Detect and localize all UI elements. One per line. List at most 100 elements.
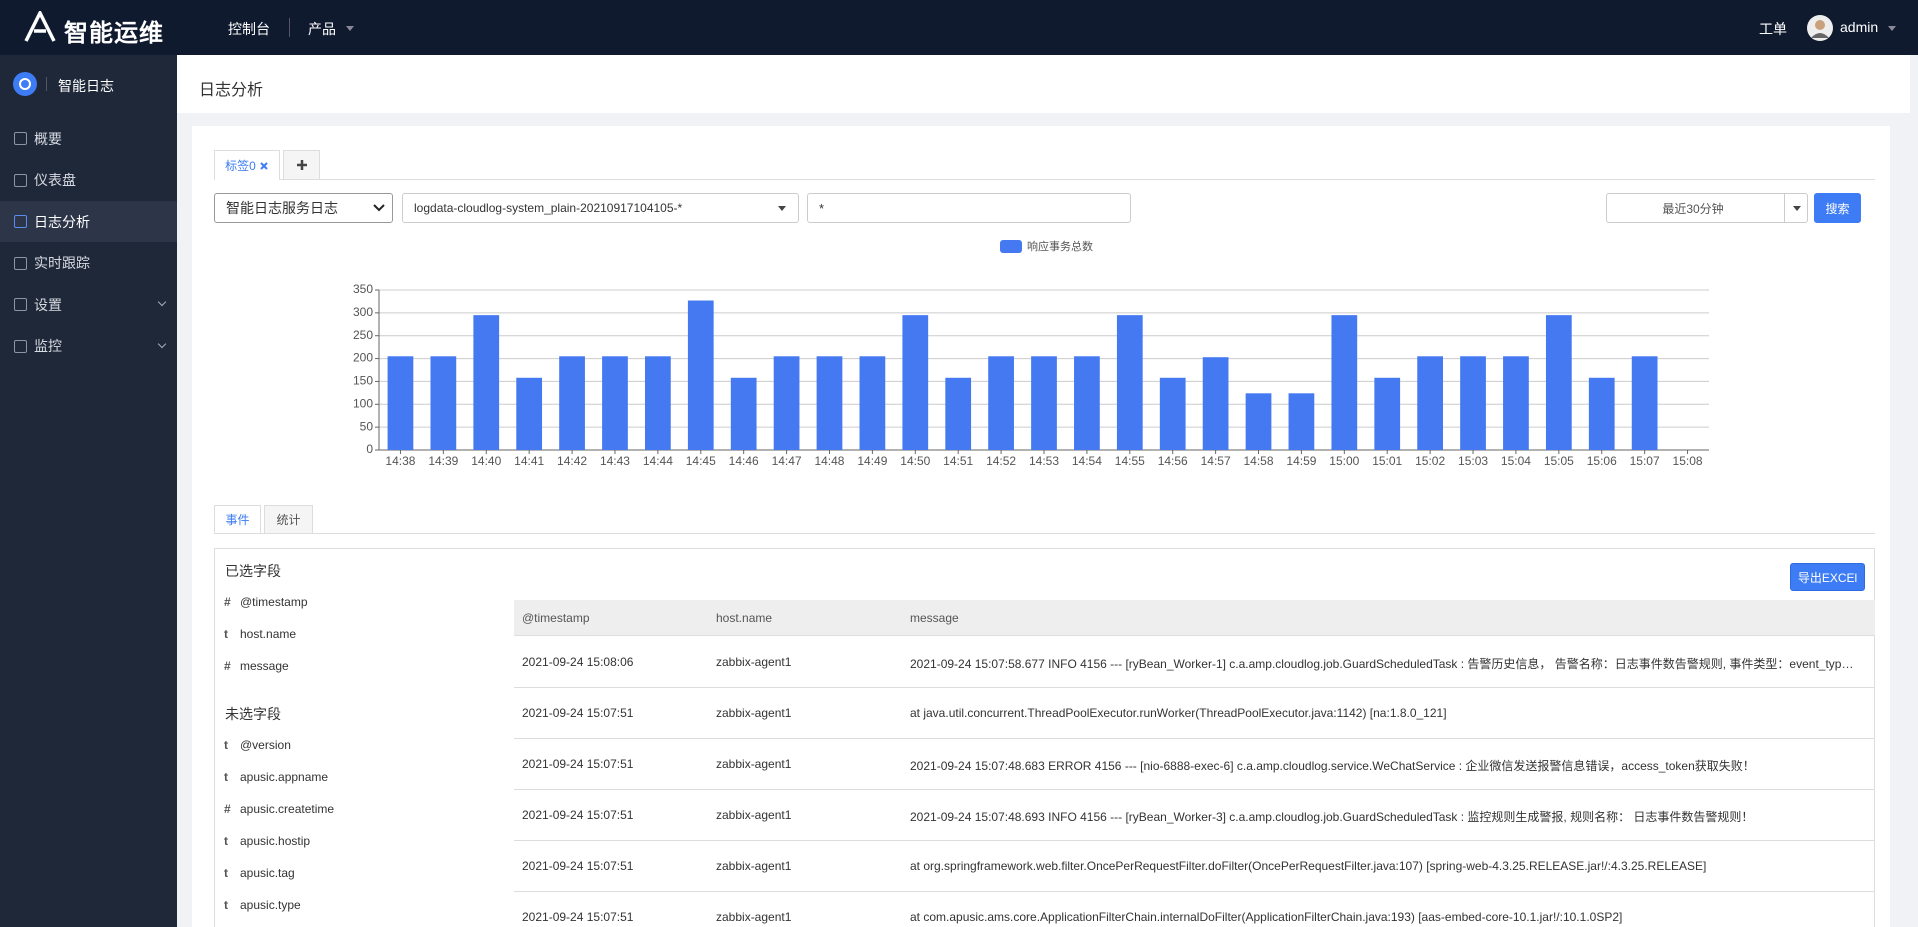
field-item[interactable]: # message	[224, 659, 289, 673]
field-type: t	[224, 866, 228, 880]
divider	[1784, 193, 1785, 223]
field-type: t	[224, 834, 228, 848]
result-panel	[214, 548, 1875, 927]
menu-item[interactable]: 设置	[0, 284, 177, 325]
menu-item[interactable]: 仪表盘	[0, 160, 177, 201]
field-item[interactable]: t host.name	[224, 627, 296, 641]
x-tick-label: 15:04	[1501, 454, 1531, 468]
bar	[988, 356, 1014, 450]
field-type: t	[224, 898, 228, 912]
bar	[773, 356, 800, 450]
x-tick-label: 14:42	[557, 454, 587, 468]
query-input[interactable]: *	[807, 193, 1131, 223]
app-name: 智能日志	[58, 78, 114, 94]
menu-icon	[14, 339, 27, 353]
bar	[1031, 356, 1057, 450]
x-tick-label: 15:03	[1458, 454, 1488, 468]
bar	[1331, 315, 1358, 450]
table-cell: 2021-09-24 15:07:51	[522, 706, 634, 720]
menu-item[interactable]: 监控	[0, 326, 177, 367]
ticket-link[interactable]: 工单	[1759, 21, 1787, 37]
bar	[1245, 393, 1272, 450]
field-type: t	[224, 627, 228, 641]
bar	[516, 377, 543, 450]
bar	[430, 356, 457, 450]
field-item[interactable]: # apusic.createtime	[224, 802, 334, 816]
index-select[interactable]: logdata-cloudlog-system_plain-2021091710…	[402, 193, 799, 223]
table-cell: zabbix-agent1	[716, 706, 792, 720]
nav-link[interactable]: 产品	[308, 21, 336, 37]
bar	[602, 356, 628, 450]
table-cell: 2021-09-24 15:07:51	[522, 910, 634, 924]
field-item[interactable]: # @timestamp	[224, 595, 308, 609]
top-bar: 智能运维 控制台 产品 工单 admin	[0, 0, 1918, 55]
field-item[interactable]: t apusic.tag	[224, 866, 295, 880]
menu-icon	[14, 298, 27, 311]
nav-link[interactable]: 控制台	[228, 21, 270, 37]
table-cell: 2021-09-24 15:07:48.683 ERROR 4156 --- […	[910, 759, 1755, 773]
select-caret	[1793, 206, 1801, 211]
y-tick-label: 300	[353, 305, 373, 319]
field-name: message	[240, 659, 289, 673]
bar	[645, 356, 671, 450]
result-tab[interactable]: 事件	[214, 505, 261, 533]
table-header	[514, 600, 1875, 636]
field-item[interactable]: t apusic.type	[224, 898, 301, 912]
table-cell: zabbix-agent1	[716, 859, 792, 873]
bar	[1460, 356, 1486, 450]
menu-item[interactable]: 实时跟踪	[0, 243, 177, 284]
menu-label: 监控	[34, 338, 62, 354]
y-tick-label: 250	[353, 328, 373, 342]
result-tab[interactable]: 统计	[264, 505, 313, 533]
section-title: 已选字段	[225, 563, 281, 579]
field-type: t	[224, 738, 228, 752]
select-value: 智能日志服务日志	[226, 200, 338, 216]
table-cell: zabbix-agent1	[716, 757, 792, 771]
table-row	[514, 739, 1875, 790]
nav-caret	[346, 26, 354, 31]
tab-line	[214, 533, 1875, 534]
bar	[559, 356, 585, 450]
select-value: 最近30分钟	[1662, 201, 1724, 216]
export-button[interactable]: 导出EXCEl	[1790, 563, 1865, 591]
bar	[473, 315, 500, 450]
table-cell: at java.util.concurrent.ThreadPoolExecut…	[910, 706, 1447, 720]
table-cell: 2021-09-24 15:07:58.677 INFO 4156 --- [r…	[910, 657, 1860, 671]
table-row	[514, 637, 1875, 688]
table-row	[514, 688, 1875, 739]
table-cell: zabbix-agent1	[716, 655, 792, 669]
menu-label: 实时跟踪	[34, 255, 90, 271]
search-button[interactable]: 搜索	[1814, 193, 1861, 223]
legend-label: 响应事务总数	[1027, 239, 1093, 253]
x-tick-label: 14:49	[857, 454, 887, 468]
x-tick-label: 15:08	[1673, 454, 1703, 468]
menu-label: 设置	[34, 296, 62, 313]
add-tab[interactable]	[283, 150, 320, 179]
table-row	[514, 841, 1875, 892]
field-item[interactable]: t @version	[224, 738, 291, 752]
x-tick-label: 14:55	[1115, 454, 1145, 468]
menu-item[interactable]: 概要	[0, 118, 177, 159]
legend-swatch	[1000, 240, 1022, 253]
field-item[interactable]: t apusic.appname	[224, 770, 328, 784]
field-name: apusic.appname	[240, 770, 329, 784]
x-tick-label: 14:39	[428, 454, 458, 468]
plus-icon	[296, 160, 307, 170]
field-type: t	[224, 770, 228, 784]
query-tab[interactable]: 标签0	[214, 150, 280, 180]
y-tick-label: 350	[353, 282, 373, 296]
submenu-caret	[157, 339, 167, 348]
bar	[1588, 377, 1615, 450]
x-tick-label: 14:43	[600, 454, 630, 468]
field-item[interactable]: t apusic.hostip	[224, 834, 310, 848]
table-cell: at com.apusic.ams.core.ApplicationFilter…	[910, 910, 1623, 924]
tab-line	[214, 179, 1875, 180]
time-select[interactable]: 最近30分钟	[1606, 193, 1808, 223]
source-select[interactable]: 智能日志服务日志	[214, 193, 393, 223]
y-tick-label: 100	[353, 396, 373, 410]
close-icon[interactable]	[259, 161, 269, 171]
user-name[interactable]: admin	[1840, 19, 1879, 35]
menu-item[interactable]: 日志分析	[0, 201, 177, 242]
avatar[interactable]	[1806, 14, 1834, 42]
